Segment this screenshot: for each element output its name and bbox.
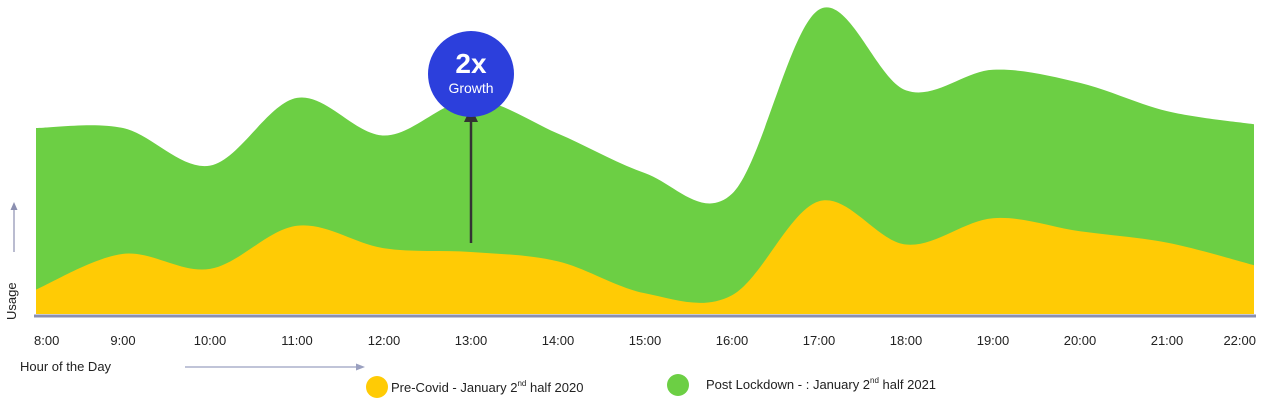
x-axis-title: Hour of the Day bbox=[20, 359, 112, 374]
x-tick-label: 14:00 bbox=[542, 333, 575, 348]
x-axis-title-group: Hour of the Day bbox=[20, 359, 365, 374]
x-axis-arrow-head bbox=[356, 363, 365, 371]
legend-item-pre-covid: Pre-Covid - January 2nd half 2020 bbox=[366, 376, 583, 398]
growth-bubble bbox=[428, 31, 514, 117]
x-tick-label: 22:00 bbox=[1223, 333, 1256, 348]
legend-swatch-pre-covid bbox=[366, 376, 388, 398]
x-tick-label: 18:00 bbox=[890, 333, 923, 348]
x-tick-label: 8:00 bbox=[34, 333, 59, 348]
x-tick-label: 16:00 bbox=[716, 333, 749, 348]
x-tick-label: 20:00 bbox=[1064, 333, 1097, 348]
growth-label: Growth bbox=[448, 80, 493, 96]
y-axis-title: Usage bbox=[4, 282, 19, 320]
legend-item-post-lockdown: Post Lockdown - : January 2nd half 2021 bbox=[667, 374, 936, 396]
growth-value: 2x bbox=[455, 48, 487, 79]
x-tick-label: 19:00 bbox=[977, 333, 1010, 348]
x-tick-label: 9:00 bbox=[110, 333, 135, 348]
x-tick-label: 11:00 bbox=[281, 333, 313, 348]
x-tick-label: 13:00 bbox=[455, 333, 488, 348]
x-tick-label: 10:00 bbox=[194, 333, 227, 348]
x-tick-labels: 8:00 9:00 10:00 11:00 12:00 13:00 14:00 15:00 16… bbox=[34, 333, 1256, 348]
legend: Pre-Covid - January 2nd half 2020 Post L… bbox=[366, 374, 936, 398]
x-tick-label: 21:00 bbox=[1151, 333, 1184, 348]
legend-swatch-post-lockdown bbox=[667, 374, 689, 396]
x-tick-label: 17:00 bbox=[803, 333, 836, 348]
area-layer bbox=[36, 7, 1254, 315]
growth-annotation: 2x Growth bbox=[428, 31, 514, 243]
y-axis-arrow-head bbox=[10, 202, 18, 210]
y-axis-title-group: Usage bbox=[4, 202, 19, 320]
legend-label-pre-covid: Pre-Covid - January 2nd half 2020 bbox=[391, 379, 583, 395]
x-tick-label: 15:00 bbox=[629, 333, 662, 348]
x-tick-label: 12:00 bbox=[368, 333, 401, 348]
legend-label-post-lockdown: Post Lockdown - : January 2nd half 2021 bbox=[706, 376, 936, 392]
area-series-pre-covid bbox=[36, 200, 1254, 314]
